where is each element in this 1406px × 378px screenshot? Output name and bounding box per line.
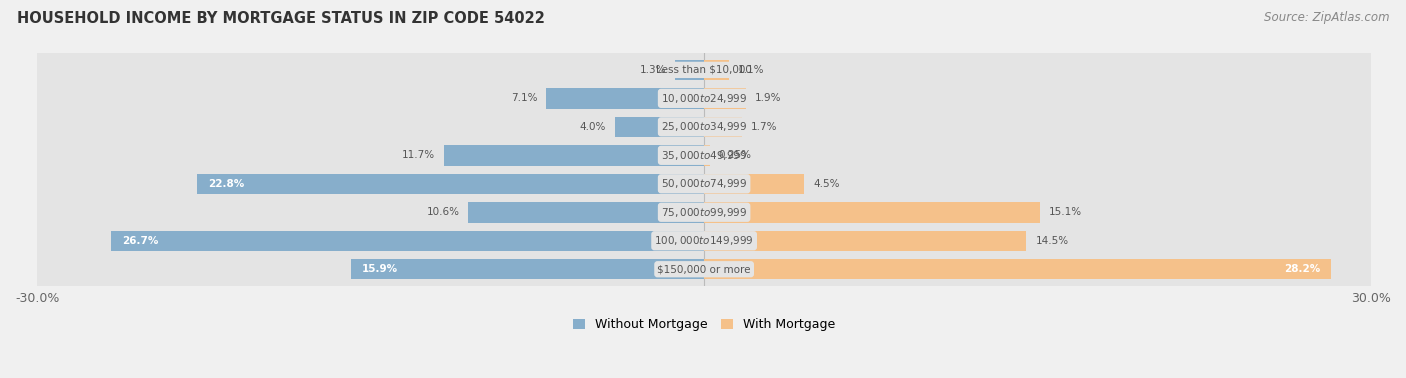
FancyBboxPatch shape [34,80,1375,116]
FancyBboxPatch shape [34,108,1375,145]
Text: HOUSEHOLD INCOME BY MORTGAGE STATUS IN ZIP CODE 54022: HOUSEHOLD INCOME BY MORTGAGE STATUS IN Z… [17,11,544,26]
Text: Source: ZipAtlas.com: Source: ZipAtlas.com [1264,11,1389,24]
Bar [704,88,747,108]
Bar [704,259,1331,279]
Text: 15.1%: 15.1% [1049,207,1081,217]
Bar [444,145,704,166]
Bar [197,174,704,194]
Bar [547,88,704,108]
Legend: Without Mortgage, With Mortgage: Without Mortgage, With Mortgage [572,318,835,332]
Text: $75,000 to $99,999: $75,000 to $99,999 [661,206,747,219]
Text: $10,000 to $24,999: $10,000 to $24,999 [661,92,747,105]
Text: $100,000 to $149,999: $100,000 to $149,999 [654,234,754,247]
Text: 28.2%: 28.2% [1284,264,1320,274]
Text: 1.7%: 1.7% [751,122,778,132]
Text: 0.25%: 0.25% [718,150,752,160]
Bar [704,116,742,137]
Bar [616,116,704,137]
FancyBboxPatch shape [34,251,1375,287]
Text: 1.9%: 1.9% [755,93,782,103]
FancyBboxPatch shape [34,223,1375,259]
Text: $150,000 or more: $150,000 or more [658,264,751,274]
Text: 10.6%: 10.6% [426,207,460,217]
Text: 1.1%: 1.1% [738,65,763,75]
FancyBboxPatch shape [34,137,1375,174]
Text: 14.5%: 14.5% [1035,236,1069,246]
Text: $50,000 to $74,999: $50,000 to $74,999 [661,177,747,190]
Bar [350,259,704,279]
Text: Less than $10,000: Less than $10,000 [657,65,752,75]
FancyBboxPatch shape [34,52,1375,88]
Bar [704,145,710,166]
Text: 22.8%: 22.8% [208,179,245,189]
Bar [704,231,1026,251]
Bar [704,60,728,80]
Bar [704,174,804,194]
Text: 26.7%: 26.7% [122,236,157,246]
Bar [111,231,704,251]
Text: 15.9%: 15.9% [361,264,398,274]
Text: 11.7%: 11.7% [402,150,434,160]
FancyBboxPatch shape [34,194,1375,231]
Text: 4.0%: 4.0% [579,122,606,132]
Text: 1.3%: 1.3% [640,65,666,75]
Text: $35,000 to $49,999: $35,000 to $49,999 [661,149,747,162]
Bar [704,202,1040,223]
Text: 7.1%: 7.1% [510,93,537,103]
Text: $25,000 to $34,999: $25,000 to $34,999 [661,120,747,133]
Text: 4.5%: 4.5% [813,179,839,189]
FancyBboxPatch shape [34,166,1375,202]
Bar [468,202,704,223]
Bar [675,60,704,80]
